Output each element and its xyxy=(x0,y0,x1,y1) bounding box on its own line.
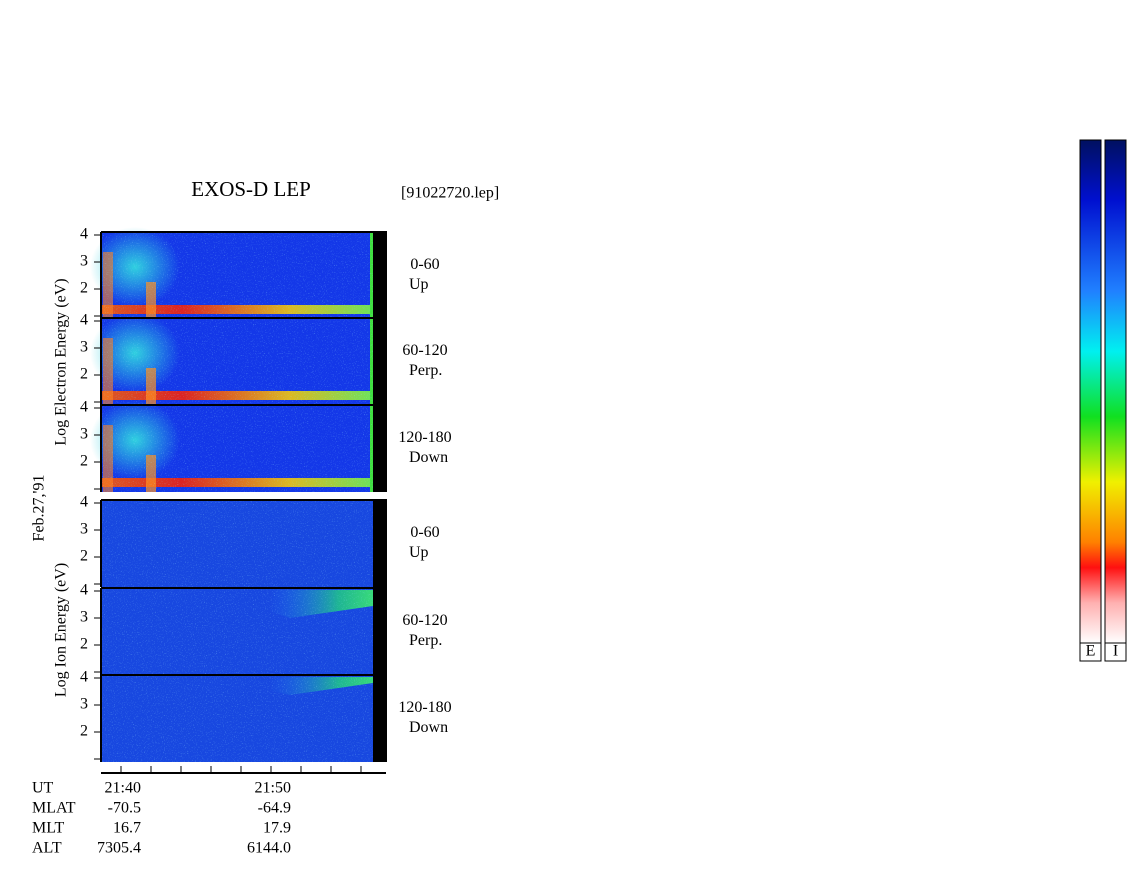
color-bar xyxy=(1104,139,1127,644)
y-tick-label: 4 xyxy=(80,582,88,599)
y-tick-label: 3 xyxy=(80,696,88,713)
y-tick-label: 4 xyxy=(80,494,88,511)
y-tick-label: 2 xyxy=(80,548,88,565)
pitch-angle: 120-180 xyxy=(398,429,451,446)
y-tick-label: 3 xyxy=(80,609,88,626)
y-tick-label: 3 xyxy=(80,521,88,538)
pitch-angle: 0-60 xyxy=(410,256,439,273)
orbit-label: UT xyxy=(32,780,54,797)
y-tick-label: 2 xyxy=(80,280,88,297)
y-tick-label: 4 xyxy=(80,312,88,329)
y-tick-label: 2 xyxy=(80,723,88,740)
y-tick-label: 4 xyxy=(80,399,88,416)
orbit-label: MLAT xyxy=(32,800,76,817)
color-bar xyxy=(1079,139,1102,644)
orbit-value: 6144.0 xyxy=(247,840,291,857)
direction: Up xyxy=(409,276,429,293)
orbit-value: -64.9 xyxy=(258,800,291,817)
noise xyxy=(101,500,373,587)
data-gap xyxy=(373,500,387,587)
orbit-label: MLT xyxy=(32,820,65,837)
noise xyxy=(101,675,373,762)
y-tick-label: 3 xyxy=(80,253,88,270)
y-tick-label: 4 xyxy=(80,226,88,243)
data-gap xyxy=(373,675,387,762)
data-gap xyxy=(373,588,387,675)
pitch-angle: 60-120 xyxy=(402,342,447,359)
color-bar-box xyxy=(1104,642,1127,662)
orbit-value: 21:50 xyxy=(255,780,291,797)
date: Feb.27,'91 xyxy=(31,475,48,542)
orbit-value: 21:40 xyxy=(105,780,141,797)
noise xyxy=(101,232,373,319)
color-bar-box xyxy=(1079,642,1102,662)
direction: Down xyxy=(409,449,448,466)
y-tick-label: 2 xyxy=(80,453,88,470)
orbit-label: ALT xyxy=(32,840,62,857)
orbit-value: -70.5 xyxy=(108,800,141,817)
pitch-angle: 60-120 xyxy=(402,612,447,629)
pitch-angle: 120-180 xyxy=(398,699,451,716)
file-name: [91022720.lep] xyxy=(401,185,499,202)
noise xyxy=(101,588,373,675)
data-gap xyxy=(373,405,387,492)
color-bar-label: I xyxy=(1113,643,1118,660)
direction: Down xyxy=(409,719,448,736)
direction: Perp. xyxy=(409,362,442,379)
y-tick-label: 2 xyxy=(80,636,88,653)
direction: Perp. xyxy=(409,632,442,649)
noise xyxy=(101,318,373,405)
y-tick-label: 2 xyxy=(80,366,88,383)
y-tick-label: 3 xyxy=(80,339,88,356)
data-gap xyxy=(373,318,387,405)
title: EXOS-D LEP xyxy=(191,177,311,201)
axis-label: Log Ion Energy (eV) xyxy=(53,563,70,697)
noise xyxy=(101,405,373,492)
pitch-angle: 0-60 xyxy=(410,524,439,541)
data-gap xyxy=(373,232,387,319)
y-tick-label: 4 xyxy=(80,669,88,686)
orbit-value: 7305.4 xyxy=(97,840,141,857)
axis-label: Log Electron Energy (eV) xyxy=(53,278,70,445)
direction: Up xyxy=(409,544,429,561)
y-tick-label: 3 xyxy=(80,426,88,443)
orbit-value: 17.9 xyxy=(263,820,291,837)
orbit-value: 16.7 xyxy=(113,820,141,837)
color-bar-label: E xyxy=(1086,643,1096,660)
